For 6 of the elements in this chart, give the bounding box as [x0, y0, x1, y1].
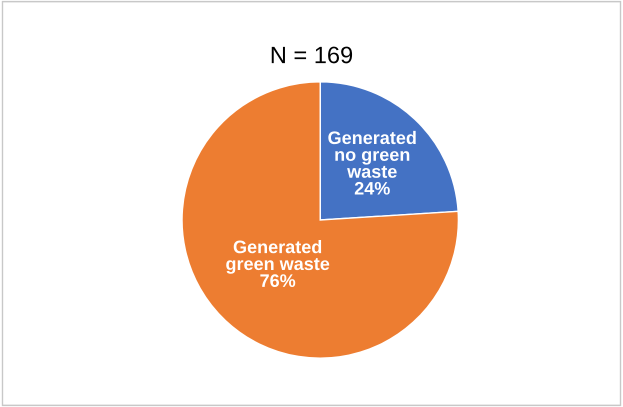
slice-label: Generated green waste [226, 240, 330, 274]
pie-slice [181, 81, 460, 359]
data-label: 24% [354, 182, 390, 195]
chart-title: N = 169 [272, 46, 352, 64]
slice-label: Generated no green waste [328, 130, 416, 178]
data-label: 76% [260, 274, 296, 288]
